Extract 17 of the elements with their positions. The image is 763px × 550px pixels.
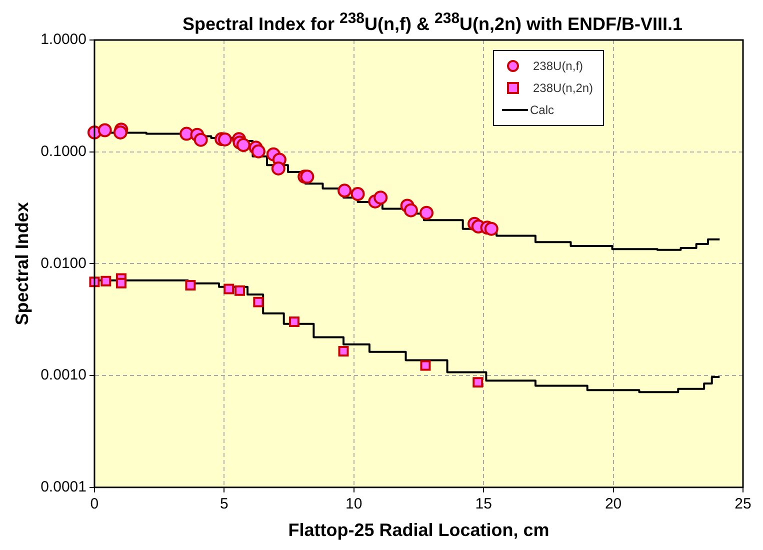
x-tick-label: 0 [90,496,99,513]
y-tick-label: 0.0010 [40,366,86,384]
chart-title: Spectral Index for $^{238}$U(n,f) & $^{238}$U(n,2n) with ENDF/B-VIII.1 [181,10,684,35]
legend-label: 238U(n,f) [533,59,584,73]
y-tick-label: 1.0000 [40,31,86,48]
y-axis-title: Spectral Index [12,202,32,326]
x-tick-label: 5 [220,496,228,513]
x-axis-title: Flattop-25 Radial Location, cm [288,520,550,540]
legend-label: Calc [530,103,554,117]
x-tick-label: 15 [475,496,492,513]
y-tick-label: 0.1000 [40,142,86,160]
legend-label: 238U(n,2n) [533,81,594,95]
y-tick-label: 0.0100 [40,254,86,272]
x-tick-label: 25 [734,496,752,513]
y-tick-label: 0.0001 [40,478,86,496]
x-tick-label: 10 [346,496,362,513]
x-tick-label: 20 [604,496,622,513]
